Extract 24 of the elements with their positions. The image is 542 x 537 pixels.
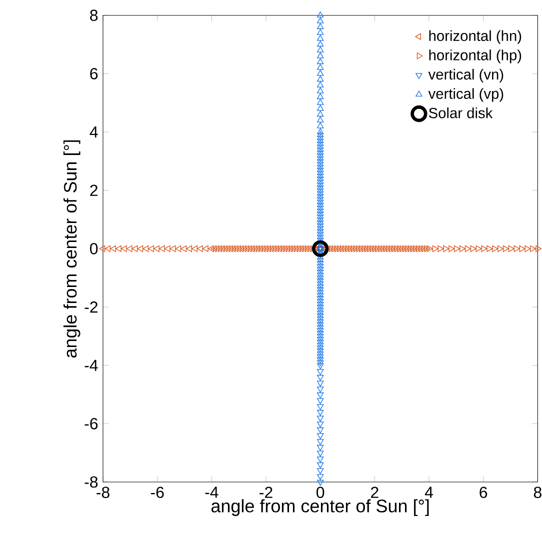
x-tick-label: -6 — [150, 486, 164, 498]
legend-label: vertical (vp) — [428, 88, 504, 102]
x-tick-label: 6 — [480, 486, 488, 498]
x-tick-label: -4 — [205, 486, 218, 498]
y-tick-label: 6 — [90, 68, 98, 80]
x-axis-title: angle from center of Sun [°] — [211, 499, 429, 516]
y-tick-label: -4 — [84, 360, 98, 371]
x-tick-label: 8 — [534, 486, 542, 498]
legend-label: Solar disk — [428, 107, 493, 118]
y-tick-label: -8 — [84, 476, 98, 488]
legend-label: vertical (vn) — [428, 68, 504, 83]
legend-label: horizontal (hn) — [429, 30, 522, 44]
y-tick-label: 2 — [90, 184, 98, 196]
y-tick-label: 8 — [90, 10, 98, 21]
x-tick-label: 4 — [424, 486, 433, 498]
y-tick-label: 4 — [90, 126, 98, 138]
y-tick-label: -2 — [84, 301, 98, 313]
x-tick-label: -2 — [260, 486, 272, 498]
legend-label: horizontal (hp) — [429, 50, 522, 64]
x-tick-label: 2 — [371, 486, 378, 498]
y-axis-title: angle from center of Sun [°] — [63, 140, 80, 358]
y-tick-label: -6 — [84, 418, 98, 430]
x-tick-label: 0 — [316, 486, 324, 498]
y-tick-label: 0 — [90, 243, 98, 254]
